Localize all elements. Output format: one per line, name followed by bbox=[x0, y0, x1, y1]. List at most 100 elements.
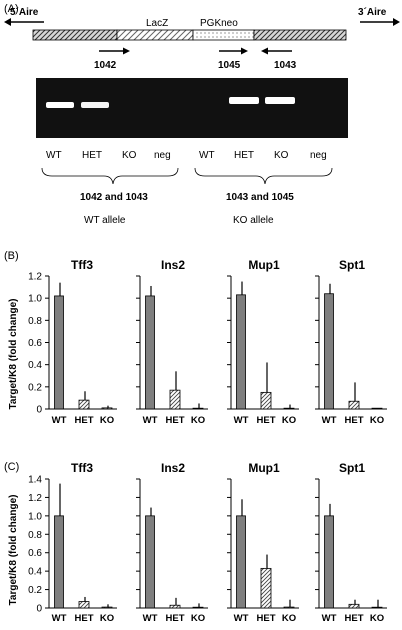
x-tick-label: HET bbox=[75, 613, 94, 624]
lacz-label: LacZ bbox=[146, 18, 168, 29]
left-group-primers: 1042 and 1043 bbox=[80, 192, 148, 203]
primer-1045-label: 1045 bbox=[218, 60, 241, 71]
bar-ko bbox=[192, 606, 204, 609]
svg-text:WT: WT bbox=[46, 150, 62, 161]
x-tick-label: KO bbox=[282, 415, 296, 426]
subplot-title: Tff3 bbox=[71, 461, 93, 475]
subplot-tff3: Tff3 WT HET KO bbox=[45, 461, 117, 624]
x-tick-label: KO bbox=[191, 415, 205, 426]
bar-ko bbox=[283, 407, 295, 410]
subplot-title: Ins2 bbox=[161, 461, 185, 475]
construct-map bbox=[32, 29, 347, 41]
x-tick-label: WT bbox=[322, 415, 337, 426]
x-tick-label: WT bbox=[234, 613, 249, 624]
bar-het bbox=[169, 604, 181, 609]
bar-wt bbox=[54, 295, 64, 410]
y-tick-label: 0.2 bbox=[28, 585, 42, 596]
primer-1042-label: 1042 bbox=[94, 60, 117, 71]
svg-text:neg: neg bbox=[310, 150, 327, 161]
aire-left-arrow bbox=[4, 18, 44, 26]
right-group-allele: KO allele bbox=[233, 215, 274, 226]
y-tick-label: 0.4 bbox=[28, 567, 42, 578]
gel-band-het-right bbox=[229, 97, 259, 104]
bar-wt bbox=[236, 294, 246, 410]
y-tick-label: 1.2 bbox=[28, 493, 42, 504]
y-tick-label: 0.4 bbox=[28, 360, 42, 371]
y-tick-labels: 0 0.2 0.4 0.6 0.8 1.0 1.2 1.4 bbox=[28, 475, 42, 615]
subplot-title: Spt1 bbox=[339, 461, 365, 475]
x-tick-label: HET bbox=[75, 415, 94, 426]
subplot-tff3: Tff3 WT HET KO bbox=[45, 258, 117, 426]
bar-wt bbox=[54, 515, 64, 609]
bar-ko bbox=[101, 407, 113, 410]
y-tick-labels: 0 0.2 0.4 0.6 0.8 1.0 1.2 bbox=[28, 272, 42, 416]
right-group-primers: 1043 and 1045 bbox=[226, 192, 294, 203]
bar-het bbox=[348, 400, 360, 410]
panel-b-chart: 0 0.2 0.4 0.6 0.8 1.0 1.2 Tff3 WT HET KO Ins2 WT HET K… bbox=[28, 258, 387, 426]
subplot-title: Mup1 bbox=[248, 258, 280, 272]
panel-c-label: (C) bbox=[4, 461, 19, 473]
x-tick-label: WT bbox=[52, 613, 67, 624]
subplot-title: Tff3 bbox=[71, 258, 93, 272]
subplot-title: Mup1 bbox=[248, 461, 280, 475]
x-tick-label: HET bbox=[257, 415, 276, 426]
subplot-mup1: Mup1 WT HET KO bbox=[227, 461, 299, 624]
subplot-ins2: Ins2 WT HET KO bbox=[136, 258, 208, 426]
subplot-mup1: Mup1 WT HET KO bbox=[227, 258, 299, 426]
aire-right-label: 3´Aire bbox=[358, 7, 387, 18]
x-tick-label: WT bbox=[322, 613, 337, 624]
panel-b-ylabel: Target/K8 (fold change) bbox=[8, 299, 19, 410]
y-tick-label: 1.2 bbox=[28, 272, 42, 283]
bar-ko bbox=[192, 407, 204, 410]
x-tick-label: WT bbox=[234, 415, 249, 426]
svg-text:neg: neg bbox=[154, 150, 171, 161]
x-tick-label: WT bbox=[52, 415, 67, 426]
bar-het bbox=[169, 389, 181, 410]
svg-text:KO: KO bbox=[122, 150, 137, 161]
x-tick-label: HET bbox=[345, 613, 364, 624]
y-tick-label: 0 bbox=[36, 405, 42, 416]
aire-left-label: 5´Aire bbox=[10, 7, 39, 18]
panel-b-label: (B) bbox=[4, 250, 19, 262]
bar-ko bbox=[283, 606, 295, 609]
bar-het bbox=[348, 603, 360, 609]
x-tick-label: KO bbox=[282, 613, 296, 624]
bar-het bbox=[260, 391, 272, 410]
bar-wt bbox=[324, 293, 334, 410]
bar-wt bbox=[145, 515, 155, 609]
x-tick-label: KO bbox=[100, 613, 114, 624]
y-tick-label: 0 bbox=[36, 604, 42, 615]
bar-wt bbox=[324, 515, 334, 609]
svg-text:HET: HET bbox=[234, 150, 254, 161]
y-tick-label: 1.4 bbox=[28, 475, 42, 486]
x-tick-label: HET bbox=[345, 415, 364, 426]
gel-band-het-left bbox=[81, 102, 109, 108]
svg-text:WT: WT bbox=[199, 150, 215, 161]
bar-wt bbox=[145, 295, 155, 410]
y-tick-label: 1.0 bbox=[28, 294, 42, 305]
x-tick-label: KO bbox=[370, 415, 384, 426]
bar-het bbox=[78, 399, 90, 410]
x-tick-label: WT bbox=[143, 415, 158, 426]
x-tick-label: KO bbox=[191, 613, 205, 624]
x-tick-label: WT bbox=[143, 613, 158, 624]
gel-image bbox=[36, 78, 348, 138]
subplot-spt1: Spt1 WT HET KO bbox=[315, 461, 387, 624]
subplot-title: Ins2 bbox=[161, 258, 185, 272]
subplot-spt1: Spt1 WT HET KO bbox=[315, 258, 387, 426]
panel-a-label: (A) bbox=[4, 3, 19, 15]
y-tick-label: 1.0 bbox=[28, 511, 42, 522]
bar-ko bbox=[101, 606, 113, 609]
bar-het bbox=[78, 601, 90, 609]
gel-band-wt-left bbox=[46, 102, 74, 108]
x-tick-label: KO bbox=[370, 613, 384, 624]
bar-het bbox=[260, 567, 272, 609]
bar-ko bbox=[371, 407, 383, 410]
x-tick-label: HET bbox=[257, 613, 276, 624]
svg-text:HET: HET bbox=[82, 150, 102, 161]
y-tick-label: 0.6 bbox=[28, 338, 42, 349]
x-tick-label: KO bbox=[100, 415, 114, 426]
lane-brackets bbox=[41, 167, 333, 185]
x-tick-label: HET bbox=[166, 415, 185, 426]
